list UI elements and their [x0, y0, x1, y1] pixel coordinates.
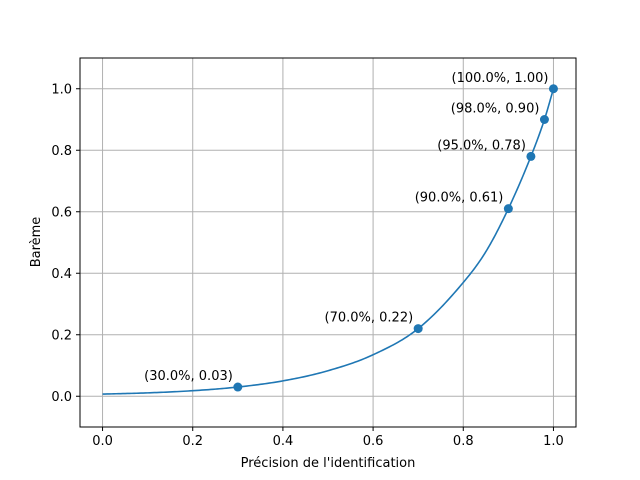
x-tick-label: 0.6 — [363, 434, 384, 449]
x-tick-label: 0.4 — [273, 434, 294, 449]
data-point — [413, 324, 423, 334]
y-tick-label: 0.0 — [51, 390, 72, 405]
y-tick-label: 0.2 — [51, 328, 72, 343]
axis-ticks: 0.0 0.2 0.4 0.6 0.8 1.0 0.0 0.2 0.4 0.6 0.8 1.0 — [51, 82, 563, 449]
data-label: (95.0%, 0.78) — [437, 138, 526, 153]
data-label: (30.0%, 0.03) — [144, 369, 233, 384]
x-axis-label: Précision de l'identification — [241, 456, 416, 471]
y-axis-label: Barème — [29, 217, 44, 268]
data-point — [548, 84, 558, 94]
y-tick-label: 1.0 — [51, 82, 72, 97]
grid — [80, 58, 576, 427]
x-tick-label: 0.0 — [92, 434, 113, 449]
data-points — [233, 84, 558, 392]
series-line — [102, 88, 555, 395]
data-point — [539, 115, 549, 124]
data-point — [503, 204, 513, 214]
annotations: (30.0%, 0.03) (70.0%, 0.22) (90.0%, 0.61) (… — [144, 71, 548, 384]
x-tick-label: 1.0 — [543, 434, 564, 449]
x-tick-label: 0.2 — [182, 434, 203, 449]
series — [102, 88, 555, 395]
y-tick-label: 0.4 — [51, 267, 72, 282]
data-label: (98.0%, 0.90) — [451, 102, 540, 117]
plot-frame — [79, 57, 577, 428]
data-point — [526, 151, 536, 161]
y-tick-label: 0.8 — [51, 144, 72, 159]
y-tick-label: 0.6 — [51, 205, 72, 220]
data-label: (70.0%, 0.22) — [325, 311, 414, 326]
data-point — [233, 382, 243, 392]
data-label: (90.0%, 0.61) — [415, 191, 504, 206]
x-tick-label: 0.8 — [453, 434, 474, 449]
data-label: (100.0%, 1.00) — [452, 71, 549, 86]
